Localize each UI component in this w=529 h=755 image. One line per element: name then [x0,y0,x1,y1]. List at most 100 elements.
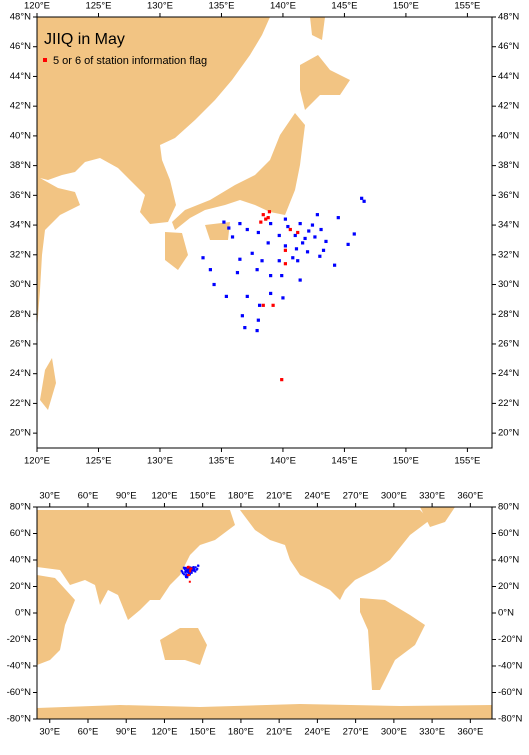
y-tick-label: 46°N [10,41,31,52]
map-title: JIIQ in May [44,31,125,48]
station-point [283,244,288,248]
y-tick-label: 80°N [498,502,519,513]
x-tick-label: 60°E [78,727,99,738]
x-tick-label: 125°E [85,456,111,467]
station-point [283,262,288,266]
station-point [235,271,240,275]
station-point [190,567,193,570]
x-tick-label: 180°E [228,727,254,738]
x-tick-label: 120°E [151,491,177,502]
station-points [180,564,200,583]
station-point [188,573,191,576]
x-tick-label: 145°E [331,1,357,12]
station-point [336,216,340,220]
x-tick-label: 360°E [457,727,483,738]
y-tick-label: 60°N [10,528,31,539]
x-tick-label: 30°E [39,727,60,738]
x-tick-label: 150°E [190,727,216,738]
station-point [277,233,281,238]
station-point [296,259,300,263]
y-tick-label: 30°N [498,279,519,290]
x-tick-label: 130°E [147,456,173,467]
y-tick-label: 44°N [10,71,31,82]
region-land [37,17,350,410]
station-point [230,235,235,239]
x-tick-label: 135°E [208,456,234,467]
station-point [346,242,350,246]
station-point [294,247,299,251]
station-point [264,217,268,221]
station-points [201,196,366,382]
station-point [189,569,192,572]
station-point [280,274,284,278]
y-tick-label: 28°N [498,309,519,320]
station-point [208,268,212,272]
y-tick-label: 80°N [10,502,31,513]
x-tick-label: 180°E [228,491,254,502]
station-point [296,230,300,235]
station-point [188,580,191,583]
x-tick-label: 140°E [270,456,296,467]
station-point [184,566,187,569]
y-tick-label: 20°N [10,428,31,439]
station-point [257,303,262,307]
y-tick-label: 42°N [10,101,31,112]
region-frame [36,16,493,449]
station-point [260,259,264,263]
x-tick-label: 125°E [85,1,111,12]
station-point [352,232,356,236]
x-tick-label: 145°E [331,456,357,467]
y-tick-label: 0°N [15,608,31,619]
y-tick-label: -40°N [498,661,523,672]
y-tick-label: 32°N [498,249,519,260]
station-point [183,573,186,576]
y-tick-label: 26°N [10,338,31,349]
station-point [188,571,191,574]
x-tick-label: 240°E [304,491,330,502]
x-tick-label: 135°E [208,1,234,12]
station-point [298,278,302,282]
station-point [184,576,187,579]
x-tick-label: 90°E [116,491,137,502]
y-tick-label: 46°N [498,41,519,52]
station-point [271,303,275,307]
station-point [201,256,205,260]
y-tick-label: 20°N [498,581,519,592]
station-point [318,254,322,258]
station-point [184,571,187,574]
x-tick-label: 270°E [343,727,369,738]
station-point [187,573,190,576]
station-point [186,574,189,577]
station-point [269,221,273,226]
station-point [269,274,273,278]
x-tick-label: 155°E [454,456,480,467]
legend-label: 5 or 6 of station information flag [53,55,207,67]
station-point [261,303,265,307]
y-tick-label: 28°N [10,309,31,320]
station-point [360,196,364,200]
x-tick-label: 120°E [151,727,177,738]
station-point [313,235,317,239]
y-tick-label: 38°N [498,160,519,171]
station-point [245,227,249,232]
station-point [181,572,184,575]
x-tick-label: 210°E [266,491,292,502]
y-tick-label: -20°N [7,634,32,645]
station-point [227,226,231,230]
x-tick-label: 270°E [343,491,369,502]
y-tick-label: 30°N [10,279,31,290]
y-tick-label: 40°N [498,130,519,141]
station-point [255,328,259,333]
x-tick-label: 120°E [24,456,50,467]
y-tick-label: 38°N [10,160,31,171]
y-tick-label: 40°N [498,555,519,566]
y-tick-label: 34°N [10,220,31,231]
x-tick-label: 210°E [266,727,292,738]
y-tick-label: 36°N [10,190,31,201]
station-point [321,248,326,252]
y-tick-label: 40°N [10,555,31,566]
x-tick-label: 360°E [457,491,483,502]
station-point [187,565,190,568]
station-point [245,294,249,299]
